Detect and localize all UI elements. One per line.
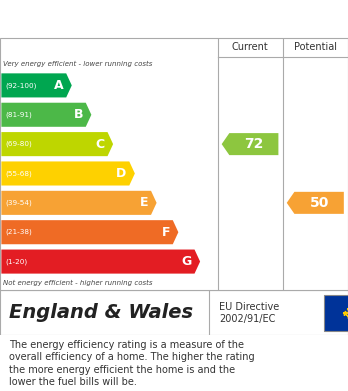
Text: 2002/91/EC: 2002/91/EC xyxy=(219,314,276,325)
Text: England & Wales: England & Wales xyxy=(9,303,193,322)
Text: (1-20): (1-20) xyxy=(6,258,28,265)
Polygon shape xyxy=(287,192,344,214)
Polygon shape xyxy=(1,220,178,244)
Text: C: C xyxy=(96,138,105,151)
Polygon shape xyxy=(1,191,157,215)
Polygon shape xyxy=(1,103,91,127)
Text: G: G xyxy=(182,255,192,268)
Text: F: F xyxy=(161,226,170,239)
Polygon shape xyxy=(1,249,200,274)
Text: D: D xyxy=(116,167,127,180)
Text: 50: 50 xyxy=(309,196,329,210)
Text: (92-100): (92-100) xyxy=(6,82,37,89)
Text: Potential: Potential xyxy=(294,42,337,52)
Text: (69-80): (69-80) xyxy=(6,141,32,147)
Text: Not energy efficient - higher running costs: Not energy efficient - higher running co… xyxy=(3,280,153,285)
Text: The energy efficiency rating is a measure of the: The energy efficiency rating is a measur… xyxy=(9,340,244,350)
Text: Current: Current xyxy=(232,42,268,52)
Text: E: E xyxy=(140,196,148,209)
Text: (21-38): (21-38) xyxy=(6,229,32,235)
Text: (55-68): (55-68) xyxy=(6,170,32,177)
Text: Energy Efficiency Rating: Energy Efficiency Rating xyxy=(10,11,220,27)
Text: lower the fuel bills will be.: lower the fuel bills will be. xyxy=(9,377,136,387)
Polygon shape xyxy=(1,74,72,97)
Text: EU Directive: EU Directive xyxy=(219,302,279,312)
Polygon shape xyxy=(1,132,113,156)
FancyBboxPatch shape xyxy=(324,295,348,331)
Polygon shape xyxy=(222,133,278,155)
Text: A: A xyxy=(54,79,63,92)
Polygon shape xyxy=(1,161,135,185)
Text: Very energy efficient - lower running costs: Very energy efficient - lower running co… xyxy=(3,61,153,67)
Text: overall efficiency of a home. The higher the rating: overall efficiency of a home. The higher… xyxy=(9,352,254,362)
Text: (81-91): (81-91) xyxy=(6,111,32,118)
Text: 72: 72 xyxy=(244,137,263,151)
Text: the more energy efficient the home is and the: the more energy efficient the home is an… xyxy=(9,365,235,375)
Text: (39-54): (39-54) xyxy=(6,199,32,206)
Text: B: B xyxy=(73,108,83,121)
